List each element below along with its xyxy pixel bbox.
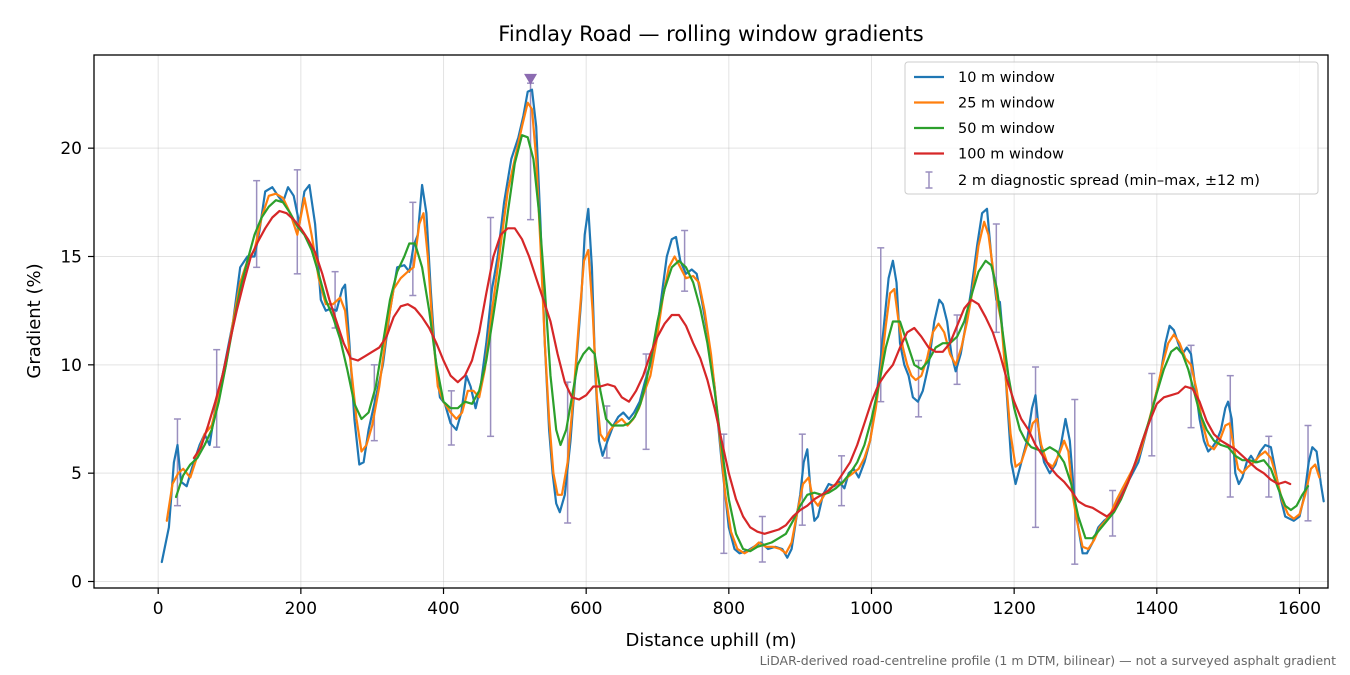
error-bar [758,515,766,563]
legend-label: 50 m window [958,121,1055,137]
x-tick-label: 400 [427,599,459,619]
x-tick-label: 1200 [993,599,1036,619]
footnote: LiDAR-derived road-centreline profile (1… [760,653,1336,668]
legend-entry[interactable]: 50 m window [914,121,1055,137]
x-axis-label: Distance uphill (m) [626,630,797,651]
legend-entry[interactable]: 100 m window [914,147,1064,163]
chart-title: Findlay Road — rolling window gradients [498,22,923,46]
error-bar [992,223,1000,334]
error-bar [1226,374,1234,498]
peak-marker-layer [524,73,538,85]
error-bar [681,229,689,292]
error-bar [838,455,846,507]
error-bar [447,390,455,446]
x-tick-label: 1400 [1135,599,1178,619]
x-tick-label: 200 [285,599,317,619]
plot-area-frame [93,54,1329,589]
error-bar [915,359,923,418]
legend[interactable]: 10 m window 25 m window 50 m window 100 m w… [904,61,1319,195]
error-bar [1071,398,1079,565]
legend-box [904,61,1319,195]
y-axis-ticks: 0 5 10 15 20 [60,139,94,593]
x-tick-label: 1000 [850,599,893,619]
x-axis-ticks: 0 200 400 600 800 1000 1200 1400 1600 [153,588,1321,619]
y-tick-label: 15 [60,248,82,268]
series-layer [160,88,1325,564]
legend-label: 25 m window [958,96,1055,112]
y-tick-label: 0 [71,573,82,593]
error-bar [1032,366,1040,529]
x-tick-label: 600 [570,599,602,619]
series-line-4 [192,209,1292,535]
error-bar [253,179,261,269]
error-bar [293,169,301,275]
legend-label: 10 m window [958,70,1055,86]
legend-entry[interactable]: 2 m diagnostic spread (min–max, ±12 m) [925,171,1260,189]
legend-entry[interactable]: 25 m window [914,96,1055,112]
y-tick-label: 20 [60,139,82,159]
y-tick-label: 10 [60,356,82,376]
x-tick-label: 0 [153,599,164,619]
legend-entry[interactable]: 10 m window [914,70,1055,86]
y-axis-label: Gradient (%) [24,263,45,378]
legend-label: 100 m window [958,147,1064,163]
x-tick-label: 800 [713,599,745,619]
x-tick-label: 1600 [1278,599,1321,619]
legend-label: 2 m diagnostic spread (min–max, ±12 m) [958,173,1260,189]
y-tick-label: 5 [71,464,82,484]
peak-marker [524,73,538,85]
